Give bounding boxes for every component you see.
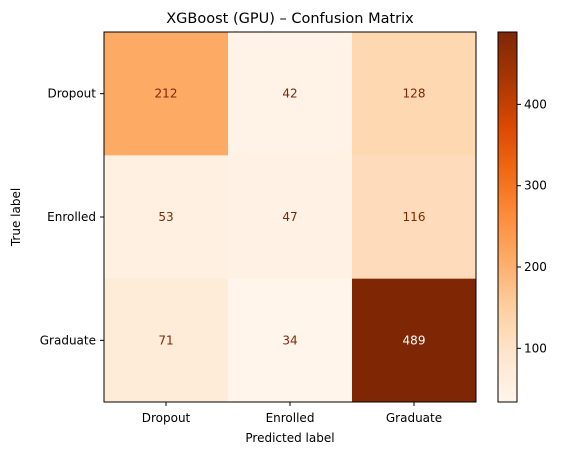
y-axis-ticks: Dropout Enrolled Graduate [40, 87, 104, 347]
x-axis-label: Predicted label [245, 431, 334, 445]
cell-value-label: 53 [158, 210, 173, 224]
heatmap-cell [228, 155, 353, 280]
cell-value-label: 128 [403, 87, 426, 101]
cell-value-label: 212 [155, 87, 178, 101]
heatmap-cells [104, 32, 477, 403]
colorbar-tick-label: 300 [524, 179, 547, 193]
heatmap-cell [228, 32, 353, 156]
cell-value-label: 116 [403, 210, 426, 224]
heatmap-cell [104, 278, 229, 403]
colorbar-ticks: 100 200 300 400 [517, 97, 547, 355]
colorbar [497, 31, 518, 403]
x-tick-label: Dropout [142, 411, 191, 425]
heatmap-cell [352, 278, 477, 403]
colorbar-tick-label: 400 [524, 97, 547, 111]
cell-value-label: 34 [282, 333, 297, 347]
cell-value-label: 47 [282, 210, 297, 224]
colorbar-tick-label: 200 [524, 260, 547, 274]
heatmap-cell [104, 32, 229, 156]
x-tick-label: Graduate [386, 411, 442, 425]
cell-value-label: 489 [403, 333, 426, 347]
x-axis-ticks: Dropout Enrolled Graduate [142, 402, 442, 425]
cell-value-label: 71 [158, 333, 173, 347]
heatmap-cell-labels: 212 42 128 53 47 116 71 34 489 [155, 87, 426, 348]
cell-value-label: 42 [282, 87, 297, 101]
colorbar-tick-label: 100 [524, 341, 547, 355]
y-axis-label: True label [9, 188, 23, 247]
y-tick-label: Enrolled [47, 210, 96, 224]
chart-title: XGBoost (GPU) – Confusion Matrix [166, 11, 414, 27]
y-tick-label: Graduate [40, 333, 96, 347]
heatmap-cell [352, 155, 477, 280]
heatmap-cell [228, 278, 353, 403]
x-tick-label: Enrolled [266, 411, 315, 425]
y-tick-label: Dropout [47, 87, 96, 101]
heatmap-cell [104, 155, 229, 280]
heatmap-cell [352, 32, 477, 156]
